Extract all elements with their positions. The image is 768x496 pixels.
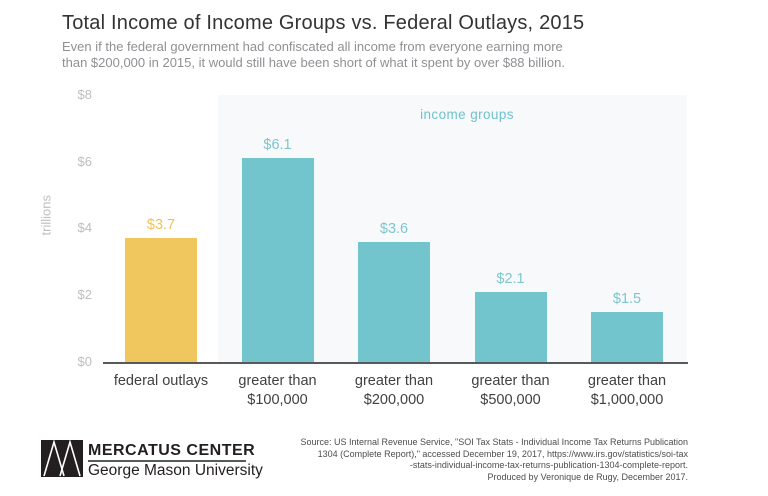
- bar-category-label: greater than $100,000: [238, 373, 317, 408]
- bar-value-label: $3.7: [146, 217, 176, 234]
- bar-value-label: $2.1: [496, 270, 525, 287]
- y-axis-tick-6: $6: [77, 153, 92, 169]
- bar-income-group-2: [358, 241, 430, 362]
- bar-category-label: greater than $500,000: [471, 373, 550, 408]
- bar-income-group-1: [241, 158, 314, 362]
- bar-value-label: $3.6: [379, 220, 409, 237]
- y-axis-tick-0: $0: [77, 354, 92, 369]
- source-attribution: Source: US Internal Revenue Service, "SO…: [300, 437, 688, 482]
- org-name: MERCATUS CENTER: [88, 442, 256, 459]
- chart-title: Total Income of Income Groups vs. Federa…: [62, 12, 585, 34]
- chart-subtitle: Even if the federal government had confi…: [62, 39, 565, 70]
- x-axis-line: [103, 362, 688, 364]
- bar-category-label: federal outlays: [113, 373, 209, 389]
- y-axis-tick-2: $2: [77, 287, 92, 303]
- bar-category-label: greater than $200,000: [354, 373, 434, 408]
- bar-federal-outlays: [125, 238, 197, 362]
- y-axis-tick-4: $4: [77, 220, 92, 236]
- bar-value-label: $1.5: [612, 290, 642, 307]
- y-axis-tick-8: $8: [77, 86, 92, 102]
- mercatus-m-logo-icon: [41, 439, 83, 477]
- org-divider: [88, 460, 246, 462]
- bar-income-group-4: [591, 311, 663, 362]
- income-groups-label: income groups: [420, 107, 514, 122]
- org-subtitle: George Mason University: [88, 462, 263, 479]
- bar-category-label: greater than $1,000,000: [587, 373, 667, 408]
- bar-value-label: $6.1: [263, 137, 292, 154]
- bar-income-group-3: [474, 291, 547, 362]
